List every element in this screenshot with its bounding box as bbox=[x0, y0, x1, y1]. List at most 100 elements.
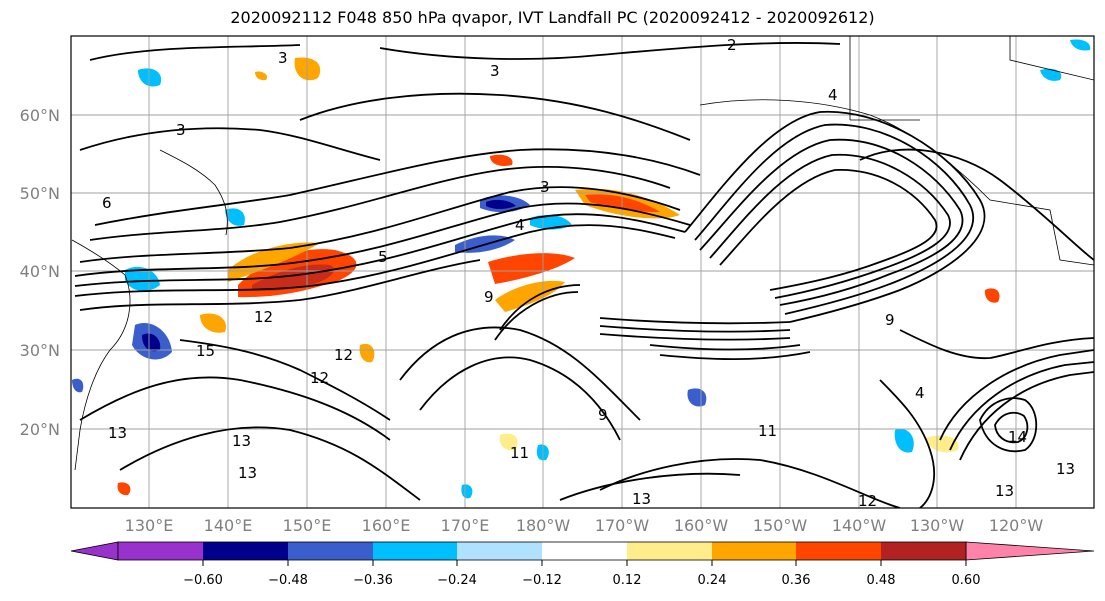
colorbar-segment bbox=[118, 542, 203, 560]
contour-label: 4 bbox=[515, 216, 525, 234]
positive-anomaly bbox=[228, 242, 320, 282]
colorbar-tick-label: −0.12 bbox=[522, 573, 562, 588]
colorbar-tick-label: −0.24 bbox=[437, 573, 477, 588]
negative-anomaly bbox=[894, 428, 914, 453]
contour-label: 2 bbox=[727, 36, 737, 54]
colorbar-tick-label: −0.60 bbox=[183, 573, 223, 588]
colorbar-segment bbox=[203, 542, 288, 560]
contour-label: 12 bbox=[254, 308, 273, 326]
colorbar-segment bbox=[373, 542, 457, 560]
lon-label: 140°E bbox=[204, 516, 253, 535]
lon-label: 160°W bbox=[674, 516, 729, 535]
colorbar-extend-right bbox=[965, 541, 1095, 561]
contour-label: 13 bbox=[995, 482, 1014, 500]
lon-label: 140°W bbox=[832, 516, 887, 535]
colorbar-tick-label: 0.48 bbox=[867, 573, 896, 588]
positive-anomaly bbox=[984, 288, 1000, 303]
positive-anomaly bbox=[488, 253, 575, 284]
lat-label: 50°N bbox=[20, 184, 60, 203]
lon-label: 150°E bbox=[283, 516, 332, 535]
positive-anomaly bbox=[490, 154, 513, 166]
colorbar: −0.60 −0.48 −0.36 −0.24 −0.12 0.12 0.24 … bbox=[70, 541, 1095, 588]
colorbar-segment bbox=[542, 542, 627, 560]
negative-anomaly bbox=[138, 68, 162, 87]
colorbar-segment bbox=[796, 542, 881, 560]
contour-label: 13 bbox=[232, 432, 251, 450]
contour-label: 11 bbox=[510, 444, 529, 462]
contour-label: 9 bbox=[885, 311, 895, 329]
contour-label: 9 bbox=[598, 406, 608, 424]
contour-label: 6 bbox=[102, 194, 112, 212]
map-frame bbox=[70, 35, 1095, 509]
contour-label: 12 bbox=[334, 346, 353, 364]
lon-label: 130°W bbox=[910, 516, 965, 535]
contour-label: 14 bbox=[1008, 428, 1027, 446]
contour-label: 12 bbox=[310, 369, 329, 387]
contour-label: 4 bbox=[828, 86, 838, 104]
shaded-anomalies bbox=[72, 39, 1091, 499]
contour-label: 13 bbox=[632, 490, 651, 508]
lon-label: 130°E bbox=[125, 516, 174, 535]
contour-label: 13 bbox=[108, 424, 127, 442]
colorbar-tick-label: −0.36 bbox=[353, 573, 393, 588]
contour-lines bbox=[74, 42, 1094, 508]
colorbar-tick-label: 0.24 bbox=[698, 573, 727, 588]
contour-label: 9 bbox=[484, 288, 494, 306]
colorbar-tick-label: 0.12 bbox=[613, 573, 642, 588]
negative-anomaly bbox=[461, 484, 473, 499]
negative-anomaly bbox=[142, 333, 161, 352]
colorbar-segment bbox=[627, 542, 712, 560]
lat-label: 60°N bbox=[20, 106, 60, 125]
lon-label: 160°E bbox=[362, 516, 411, 535]
colorbar-tick-label: −0.48 bbox=[268, 573, 308, 588]
positive-anomaly bbox=[499, 433, 518, 451]
positive-anomaly bbox=[359, 343, 375, 363]
contour-label: 11 bbox=[758, 422, 777, 440]
latitude-labels: 20°N 30°N 40°N 50°N 60°N bbox=[20, 106, 60, 439]
contour-label: 13 bbox=[238, 464, 257, 482]
colorbar-segment bbox=[881, 542, 966, 560]
longitude-labels: 130°E 140°E 150°E 160°E 170°E 180°W 170°… bbox=[125, 516, 1044, 535]
colorbar-segment bbox=[712, 542, 796, 560]
negative-anomaly bbox=[72, 378, 84, 393]
negative-anomaly bbox=[486, 199, 516, 209]
contour-label: 3 bbox=[278, 49, 288, 67]
positive-anomaly bbox=[255, 71, 268, 81]
lon-label: 170°E bbox=[441, 516, 490, 535]
positive-anomaly bbox=[495, 280, 565, 312]
contour-label: 4 bbox=[915, 384, 925, 402]
contour-label: 5 bbox=[378, 248, 388, 266]
lon-label: 120°W bbox=[989, 516, 1044, 535]
colorbar-ticks bbox=[202, 560, 967, 566]
colorbar-tick-label: 0.36 bbox=[782, 573, 811, 588]
negative-anomaly bbox=[225, 208, 245, 226]
colorbar-tick-labels: −0.60 −0.48 −0.36 −0.24 −0.12 0.12 0.24 … bbox=[183, 573, 980, 588]
positive-anomaly bbox=[585, 194, 660, 212]
map-area: 2 3 3 3 3 4 4 4 5 6 9 9 9 11 11 12 12 12… bbox=[71, 36, 1094, 510]
colorbar-segment bbox=[288, 542, 373, 560]
positive-anomaly bbox=[117, 482, 131, 496]
colorbar-tick-label: 0.60 bbox=[952, 573, 981, 588]
negative-anomaly bbox=[1070, 39, 1091, 51]
colorbar-segment bbox=[457, 542, 542, 560]
negative-anomaly bbox=[687, 388, 707, 407]
negative-anomaly bbox=[125, 266, 160, 292]
negative-anomaly bbox=[1040, 68, 1062, 81]
positive-anomaly bbox=[200, 313, 226, 333]
contour-label: 3 bbox=[490, 62, 500, 80]
contour-label: 13 bbox=[1056, 460, 1075, 478]
contour-labels: 2 3 3 3 3 4 4 4 5 6 9 9 9 11 11 12 12 12… bbox=[102, 36, 1075, 510]
lat-label: 30°N bbox=[20, 341, 60, 360]
lat-label: 20°N bbox=[20, 420, 60, 439]
contour-label: 3 bbox=[176, 121, 186, 139]
contour-label: 12 bbox=[858, 492, 877, 510]
lat-label: 40°N bbox=[20, 262, 60, 281]
coastlines bbox=[71, 36, 1094, 471]
contour-label: 15 bbox=[196, 342, 215, 360]
colorbar-extend-left bbox=[70, 541, 119, 561]
lon-label: 180°W bbox=[516, 516, 571, 535]
contour-label: 3 bbox=[540, 178, 550, 196]
lon-label: 170°W bbox=[595, 516, 650, 535]
lon-label: 150°W bbox=[753, 516, 808, 535]
